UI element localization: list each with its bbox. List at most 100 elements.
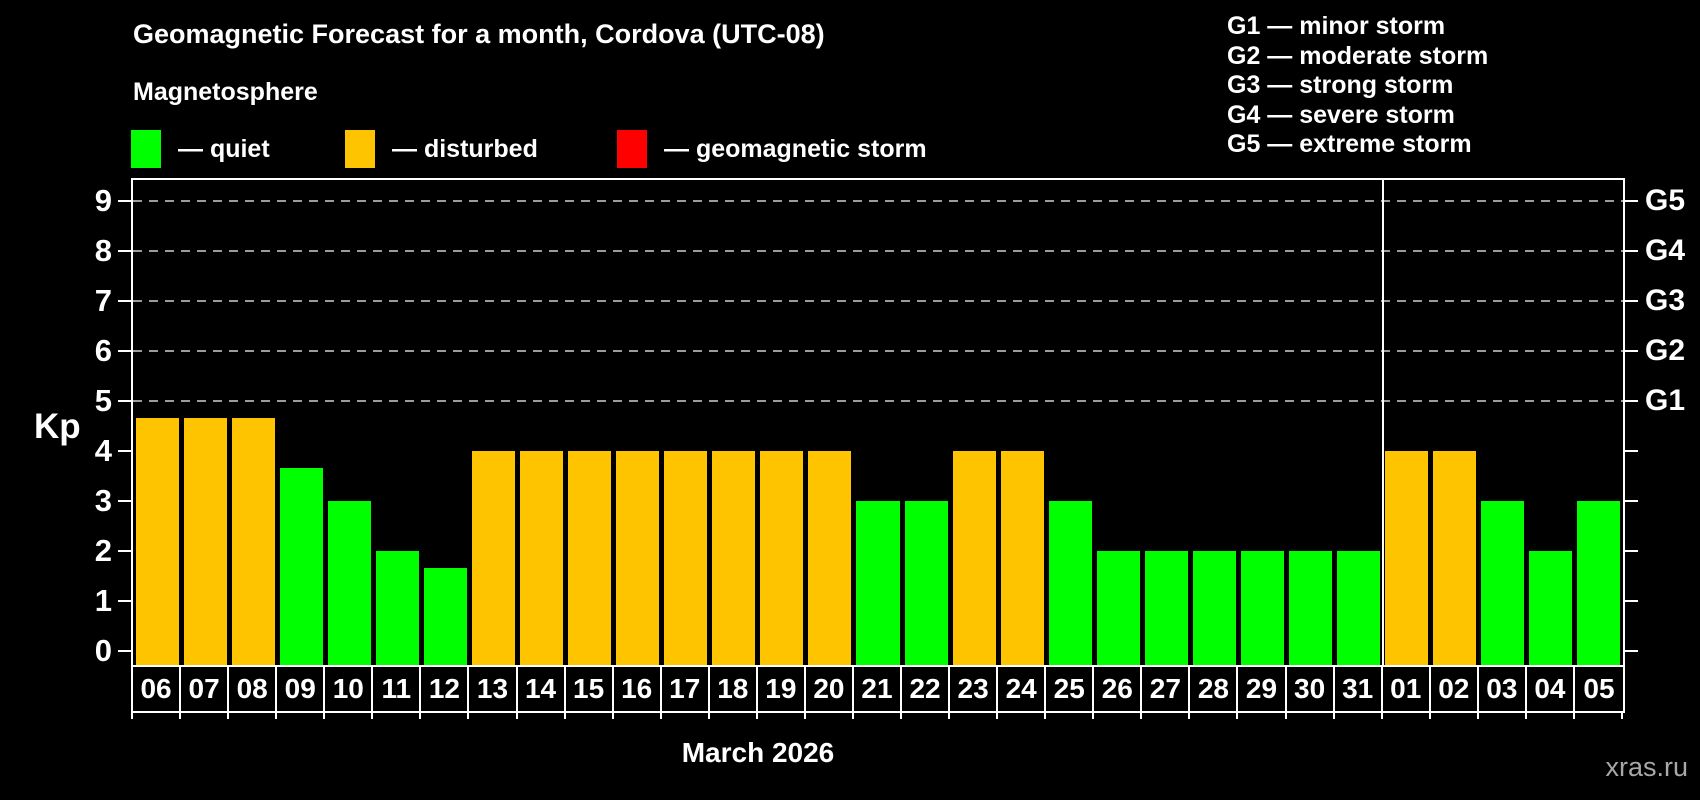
y-axis-tick-left-9 bbox=[118, 200, 131, 202]
legend-swatch-storm-icon bbox=[617, 130, 647, 168]
y-axis-tick-right-6 bbox=[1625, 350, 1638, 352]
day-label-07: 07 bbox=[181, 667, 230, 711]
magnetosphere-subtitle: Magnetosphere bbox=[133, 78, 318, 106]
kp-bar-day-02 bbox=[1433, 451, 1477, 665]
kp-bar-day-23 bbox=[952, 451, 996, 665]
day-label-16: 16 bbox=[614, 667, 662, 711]
legend-label-quiet: — quiet bbox=[178, 135, 270, 163]
x-axis-stub-14 bbox=[803, 713, 806, 719]
day-label-03: 03 bbox=[1479, 667, 1527, 711]
kp-bar-day-16 bbox=[616, 451, 660, 665]
y-axis-tick-left-3 bbox=[118, 500, 131, 502]
legend-swatch-quiet-icon bbox=[131, 130, 161, 168]
x-axis-month-label: March 2026 bbox=[681, 737, 835, 768]
day-label-30: 30 bbox=[1287, 667, 1335, 711]
x-axis-stub-24 bbox=[1284, 713, 1287, 719]
x-axis-stub-3 bbox=[275, 713, 278, 719]
day-label-22: 22 bbox=[902, 667, 951, 711]
x-axis-stub-16 bbox=[900, 713, 903, 719]
x-axis-stub-10 bbox=[611, 713, 614, 719]
gridline-kp7 bbox=[133, 300, 1623, 302]
day-label-24: 24 bbox=[998, 667, 1047, 711]
x-axis-day-labels: 06 07 08 09 10 11 12 13 14 15 16 17 18 19 20 21 22 23 24 25… bbox=[131, 665, 1625, 713]
kp-bar-day-25 bbox=[1048, 501, 1092, 665]
kp-bar-day-03 bbox=[1481, 501, 1525, 665]
kp-bar-day-20 bbox=[808, 451, 852, 665]
y-axis-tick-left-1 bbox=[118, 600, 131, 602]
kp-bar-day-05 bbox=[1577, 501, 1621, 665]
x-axis-stub-7 bbox=[467, 713, 470, 719]
g-legend-line-2: G2 — moderate storm bbox=[1227, 41, 1489, 70]
y-axis-tick-right-4 bbox=[1625, 450, 1638, 452]
gridline-kp6 bbox=[133, 350, 1623, 352]
y-axis-tick-label-9: 9 bbox=[94, 183, 112, 218]
g-legend-line-3: G3 — strong storm bbox=[1227, 71, 1454, 99]
legend-item-disturbed: — disturbed bbox=[345, 130, 538, 168]
y-axis-tick-label-3: 3 bbox=[94, 483, 112, 518]
y-axis-tick-left-4 bbox=[118, 450, 131, 452]
kp-bar-day-19 bbox=[760, 451, 804, 665]
kp-bar-day-07 bbox=[183, 417, 227, 665]
y-axis-tick-right-9 bbox=[1625, 200, 1638, 202]
x-axis-stub-9 bbox=[563, 713, 566, 719]
day-label-13: 13 bbox=[469, 667, 518, 711]
kp-bar-day-14 bbox=[520, 451, 564, 665]
day-label-10: 10 bbox=[325, 667, 374, 711]
right-axis-label-g3: G3 bbox=[1645, 284, 1686, 317]
kp-bar-day-04 bbox=[1529, 551, 1573, 665]
x-axis-stub-4 bbox=[323, 713, 326, 719]
y-axis-tick-left-5 bbox=[118, 400, 131, 402]
x-axis-stub-12 bbox=[707, 713, 710, 719]
kp-bar-day-27 bbox=[1144, 551, 1188, 665]
right-axis-label-g1: G1 bbox=[1645, 384, 1686, 417]
day-label-21: 21 bbox=[854, 667, 903, 711]
x-axis-stub-21 bbox=[1140, 713, 1143, 719]
x-axis-stub-18 bbox=[996, 713, 999, 719]
day-label-18: 18 bbox=[710, 667, 758, 711]
x-axis-stub-29 bbox=[1524, 713, 1527, 719]
y-axis-tick-left-6 bbox=[118, 350, 131, 352]
g-scale-legend: G1 — minor storm G2 — moderate storm G3 — … bbox=[1227, 12, 1488, 160]
y-axis-tick-label-4: 4 bbox=[94, 433, 112, 468]
y-axis-tick-left-2 bbox=[118, 550, 131, 552]
plot-area bbox=[131, 178, 1625, 667]
kp-bar-day-24 bbox=[1000, 451, 1044, 665]
x-axis-stub-19 bbox=[1044, 713, 1047, 719]
gridline-kp5 bbox=[133, 400, 1623, 402]
x-axis-stub-30 bbox=[1572, 713, 1575, 719]
g-legend-line-5: G5 — extreme storm bbox=[1227, 130, 1472, 158]
y-axis-tick-right-0 bbox=[1625, 650, 1638, 652]
month-separator-line bbox=[1381, 180, 1384, 665]
x-axis-stub-13 bbox=[755, 713, 758, 719]
x-axis-stub-6 bbox=[419, 713, 422, 719]
day-label-26: 26 bbox=[1094, 667, 1143, 711]
y-axis-tick-right-1 bbox=[1625, 600, 1638, 602]
x-axis-stub-2 bbox=[227, 713, 230, 719]
y-axis-tick-label-0: 0 bbox=[94, 633, 112, 668]
legend-label-storm: — geomagnetic storm bbox=[664, 135, 927, 163]
kp-bar-day-11 bbox=[375, 551, 419, 665]
kp-bar-day-13 bbox=[471, 451, 515, 665]
g-legend-line-4: G4 — severe storm bbox=[1227, 100, 1455, 129]
y-axis-tick-right-3 bbox=[1625, 500, 1638, 502]
day-label-20: 20 bbox=[806, 667, 854, 711]
watermark: xras.ru bbox=[1605, 752, 1688, 782]
gridline-kp8 bbox=[133, 250, 1623, 252]
y-axis-tick-label-6: 6 bbox=[94, 333, 112, 368]
day-label-31: 31 bbox=[1335, 667, 1383, 711]
day-label-17: 17 bbox=[662, 667, 710, 711]
y-axis-tick-label-2: 2 bbox=[94, 533, 112, 568]
y-axis-tick-right-7 bbox=[1625, 300, 1638, 302]
x-axis-stub-25 bbox=[1332, 713, 1335, 719]
y-axis-tick-label-8: 8 bbox=[94, 233, 112, 268]
y-axis-tick-label-1: 1 bbox=[94, 583, 112, 618]
kp-bar-day-30 bbox=[1289, 551, 1333, 665]
kp-bar-day-29 bbox=[1240, 551, 1285, 665]
legend-swatch-disturbed-icon bbox=[345, 130, 375, 168]
day-label-01: 01 bbox=[1383, 667, 1431, 711]
day-label-28: 28 bbox=[1190, 667, 1239, 711]
day-label-02: 02 bbox=[1431, 667, 1479, 711]
y-axis-tick-left-8 bbox=[118, 250, 131, 252]
y-axis-tick-right-8 bbox=[1625, 250, 1638, 252]
kp-bar-day-22 bbox=[904, 501, 948, 665]
